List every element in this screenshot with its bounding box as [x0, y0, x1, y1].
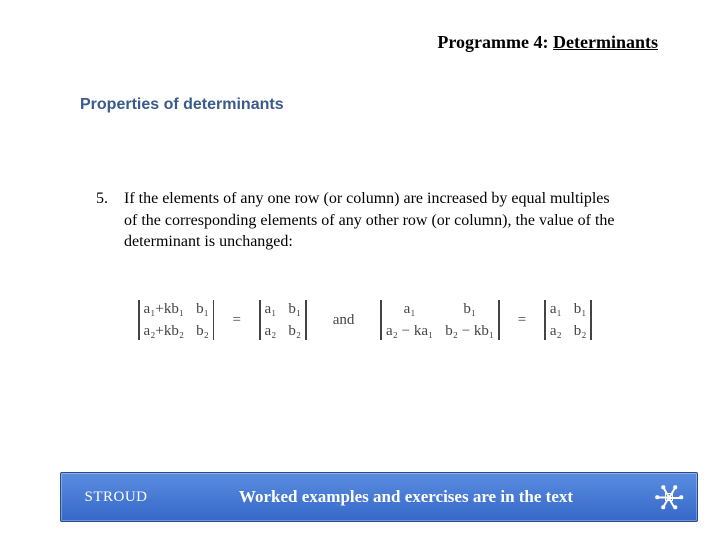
determinant-3: a₁ a₂ − ka₁ b₁ b₂ − kb₁: [376, 300, 503, 340]
determinant-1: a₁+kb₁ a₂+kb₂ b₁ b₂: [134, 300, 219, 340]
footer-brand: STROUD: [61, 489, 171, 506]
determinant-2: a₁ a₂ b₁ b₂: [255, 300, 311, 340]
math-equation: a₁+kb₁ a₂+kb₂ b₁ b₂ = a₁ a₂ b₁ b₂ and: [130, 290, 600, 350]
programme-header: Programme 4: Determinants: [437, 32, 658, 53]
sparkle-icon: [641, 484, 697, 510]
and-word: and: [333, 312, 355, 329]
body-text: 5. If the elements of any one row (or co…: [96, 188, 620, 253]
item-paragraph: If the elements of any one row (or colum…: [124, 188, 618, 253]
equals-1: =: [232, 312, 240, 329]
footer-note: Worked examples and exercises are in the…: [171, 487, 641, 507]
determinant-4: a₁ a₂ b₁ b₂: [540, 300, 596, 340]
equals-2: =: [518, 312, 526, 329]
footer-bar: STROUD Worked examples and exercises are…: [60, 472, 698, 522]
programme-title: Determinants: [553, 32, 658, 52]
programme-prefix: Programme 4:: [437, 32, 553, 52]
section-subtitle: Properties of determinants: [80, 96, 284, 114]
item-number: 5.: [96, 188, 120, 210]
